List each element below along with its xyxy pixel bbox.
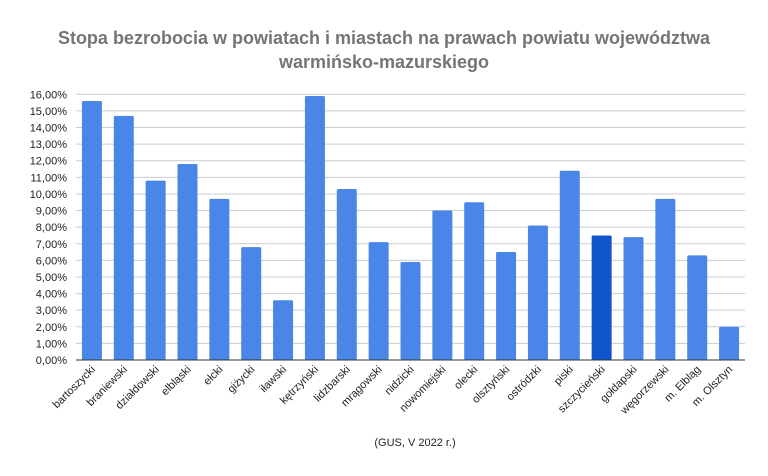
x-tick-label: giżycki — [226, 364, 258, 396]
y-tick-label: 11,00% — [31, 172, 68, 184]
bar-braniewski — [113, 115, 134, 360]
y-tick-label: 9,00% — [36, 206, 67, 218]
y-tick-label: 2,00% — [36, 322, 67, 334]
bars — [81, 95, 740, 360]
y-tick-label: 8,00% — [36, 222, 67, 234]
bar-dzia-dowski — [145, 180, 166, 360]
bar-nowomiejski — [432, 210, 453, 360]
bar-gi-ycki — [241, 247, 262, 360]
x-tick-label: piski — [552, 364, 576, 388]
y-tick-label: 12,00% — [30, 156, 68, 168]
bar-bartoszycki — [81, 100, 102, 360]
y-tick-label: 1,00% — [36, 338, 67, 350]
bar-w-gorzewski — [655, 198, 676, 360]
bar-elbl-ski — [177, 164, 198, 360]
bar-olecki — [464, 202, 485, 360]
bar-e-cki — [209, 198, 230, 360]
bar-olszty-ski — [496, 252, 517, 360]
y-tick-label: 13,00% — [30, 139, 68, 151]
y-tick-label: 15,00% — [30, 106, 68, 118]
source-note: (GUS, V 2022 r.) — [374, 437, 455, 449]
bar-m-olsztyn — [719, 326, 740, 360]
bar-nidzicki — [400, 262, 421, 360]
y-tick-label: 4,00% — [36, 289, 67, 301]
y-tick-label: 10,00% — [30, 189, 68, 201]
bar-ostr-dzki — [527, 225, 548, 360]
bar-i-awski — [273, 300, 294, 360]
y-axis-ticks: 0,00% 1,00% 2,00% 3,00% 4,00% 5,00% 6,00% 7,00%… — [30, 89, 68, 367]
x-tick-label: ostródzki — [504, 364, 544, 404]
bar-piski — [559, 170, 580, 360]
chart-title-line2: warmińsko-mazurskiego — [278, 52, 489, 72]
bar-go-dapski — [623, 237, 644, 360]
y-tick-label: 16,00% — [30, 89, 68, 101]
y-tick-label: 3,00% — [36, 305, 67, 317]
bar-mr-gowski — [368, 242, 389, 360]
bar-lidzbarski — [336, 188, 357, 360]
y-tick-label: 6,00% — [36, 255, 67, 267]
y-tick-label: 7,00% — [36, 239, 67, 251]
x-axis-labels: bartoszyckibraniewskidziałdowskielbląski… — [51, 364, 736, 418]
bar-k-trzy-ski — [304, 95, 325, 360]
x-tick-label: olecki — [452, 364, 480, 392]
x-tick-label: ełcki — [201, 364, 225, 388]
bar-szczycie-ski — [591, 235, 612, 360]
y-tick-label: 14,00% — [30, 123, 68, 135]
y-tick-label: 5,00% — [36, 272, 67, 284]
x-tick-label: elbląski — [159, 364, 193, 398]
bar-m-elbl-g — [687, 255, 708, 360]
chart-title: Stopa bezrobocia w powiatach i miastach … — [58, 28, 711, 48]
y-tick-label: 0,00% — [36, 355, 67, 367]
